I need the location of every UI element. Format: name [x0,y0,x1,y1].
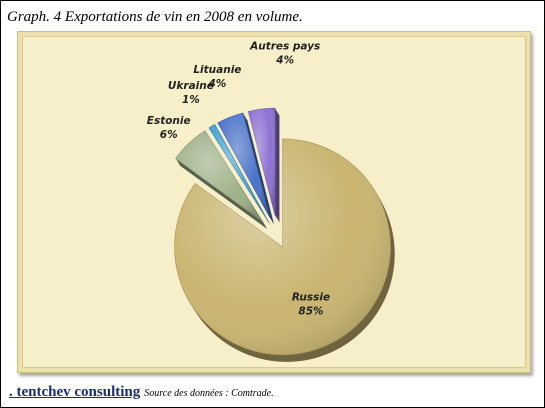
pie-slice-shine-lituanie [217,112,270,218]
slice-label-ukraine: Ukraine [168,80,214,92]
slice-value-ukraine: 1% [182,94,200,106]
source-note: Source des données : Comtrade. [144,388,274,399]
brand-link[interactable]: . tentchev consulting [9,384,141,400]
pie-chart: Russie 85% Estonie 6% Ukraine 1% Lituanie 4% Aut… [147,41,395,362]
pie-slice-shine-autres-pays [248,108,276,217]
pie-slice-shine-russie [174,138,391,355]
footer: . tentchev consulting Source des données … [9,383,274,401]
slice-value-estonie: 6% [160,129,178,141]
chart-title: Graph. 4 Exportations de vin en 2008 en … [7,9,303,25]
slice-value-russie: 85% [298,306,323,318]
pie-slice-shine-ukraine [208,124,267,220]
chart-area: Russie 85% Estonie 6% Ukraine 1% Lituanie 4% Aut… [17,31,531,373]
slice-label-lituanie: Lituanie [193,64,241,76]
slice-label-autres-pays: Autres pays [249,41,320,53]
pie-slice-shine-estonie [175,130,263,222]
slice-value-lituanie: 4% [207,78,226,90]
slice-value-autres-pays: 4% [275,55,294,67]
slice-label-estonie: Estonie [147,115,191,127]
slice-label-russie: Russie [292,292,330,304]
